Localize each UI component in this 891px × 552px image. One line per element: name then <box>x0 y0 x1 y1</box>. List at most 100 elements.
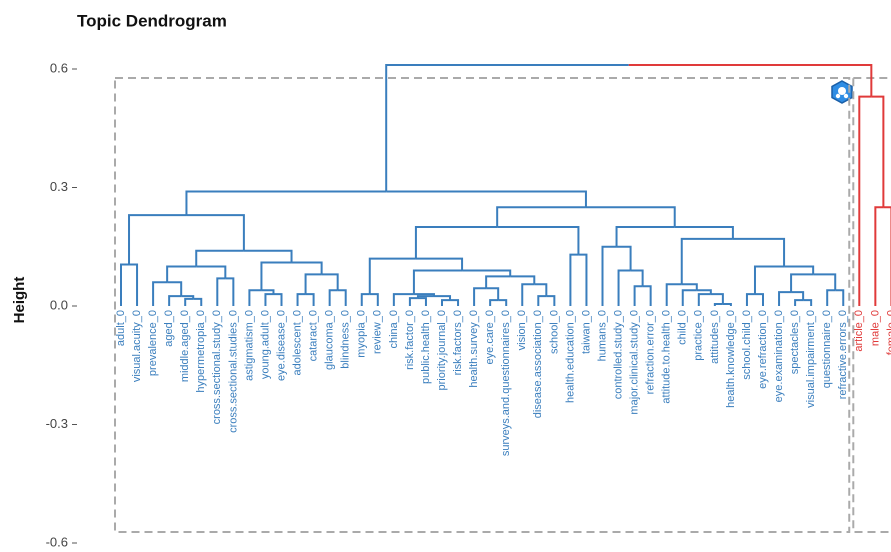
leaf-label: taiwan_0 <box>580 310 592 354</box>
branch <box>413 293 435 297</box>
leaf-label: attitude.to.health_0 <box>661 310 673 404</box>
leaf-label: health.survey_0 <box>468 310 480 388</box>
branch <box>681 289 697 306</box>
branch <box>754 293 764 306</box>
y-tick-label: -0.6 <box>46 534 68 549</box>
branch <box>642 285 652 306</box>
branch <box>185 190 387 216</box>
branch <box>628 64 873 97</box>
leaf-label: health.knowledge_0 <box>725 310 737 408</box>
branch <box>858 95 872 306</box>
leaf-label: visual.impairment_0 <box>805 310 817 408</box>
leaf-label: risk.factors_0 <box>452 310 464 375</box>
leaf-label: eye.disease_0 <box>275 310 287 381</box>
branch <box>496 206 586 227</box>
leaf-label: cross.sectional.study_0 <box>211 310 223 424</box>
branch <box>412 269 463 295</box>
branch <box>874 206 884 306</box>
branch <box>630 269 644 287</box>
branch <box>510 275 536 285</box>
y-tick-label: -0.3 <box>46 416 68 431</box>
branch <box>813 273 837 291</box>
branch <box>433 295 452 301</box>
branch <box>585 206 676 227</box>
leaf-label: middle.aged_0 <box>179 310 191 382</box>
branch <box>497 226 580 255</box>
cluster-box <box>852 77 891 533</box>
leaf-label: questionnaire_0 <box>821 310 833 388</box>
branch <box>791 291 805 301</box>
leaf-label: surveys.and.questionnaires_0 <box>500 310 512 456</box>
branch <box>168 295 182 306</box>
leaf-label: practice_0 <box>693 310 705 361</box>
leaf-label: risk.factor_0 <box>404 310 416 370</box>
branch <box>337 289 347 306</box>
branch <box>790 273 814 293</box>
leaf-label: humans_0 <box>596 310 608 361</box>
branch <box>392 293 414 306</box>
branch <box>601 245 617 306</box>
leaf-label: health.education_0 <box>564 310 576 403</box>
branch <box>193 297 203 306</box>
branch <box>521 283 535 306</box>
branch <box>128 214 187 265</box>
branch <box>261 289 275 295</box>
leaf-label: hypermetropia_0 <box>195 310 207 393</box>
branch <box>184 297 194 306</box>
leaf-label: school.child_0 <box>741 310 753 380</box>
branch <box>569 253 579 306</box>
branch <box>485 275 511 289</box>
leaf-label: male_0 <box>869 310 881 346</box>
branch <box>195 249 244 267</box>
leaf-label: eye.refraction_0 <box>757 310 769 389</box>
branch <box>243 249 293 263</box>
leaf-label: china_0 <box>388 310 400 349</box>
branch <box>196 265 227 279</box>
branch <box>152 281 168 306</box>
branch <box>534 283 548 297</box>
branch <box>450 299 460 306</box>
branch <box>368 257 416 295</box>
leaf-label: review_0 <box>372 310 384 354</box>
branch <box>321 273 339 291</box>
branch <box>129 263 139 306</box>
branch <box>616 245 632 271</box>
leaf-label: refraction.error_0 <box>645 310 657 394</box>
leaf-label: cross.sectional.studies_0 <box>227 310 239 433</box>
leaf-label: prevalence_0 <box>147 310 159 376</box>
branch <box>537 295 547 306</box>
branch <box>417 297 427 306</box>
leaf-label: attitudes_0 <box>709 310 721 364</box>
branch <box>181 295 195 299</box>
leaf-label: young.adult_0 <box>259 310 271 379</box>
branch <box>871 95 885 208</box>
branch <box>167 281 183 297</box>
branch <box>486 287 500 301</box>
leaf-label: disease.association_0 <box>532 310 544 418</box>
leaf-label: visual.acuity_0 <box>131 310 143 382</box>
leaf-label: blindness_0 <box>340 310 352 369</box>
leaf-label: astigmatism_0 <box>243 310 255 381</box>
branch <box>681 283 698 291</box>
branch <box>784 265 815 275</box>
y-tick-label: 0.3 <box>50 179 68 194</box>
leaf-label: priority.journal_0 <box>436 310 448 391</box>
branch <box>617 269 631 306</box>
branch <box>264 293 274 306</box>
branch <box>665 283 682 306</box>
branch <box>360 293 370 306</box>
branch <box>713 303 723 306</box>
y-tick-label: 0.6 <box>50 60 68 75</box>
branch <box>415 257 464 271</box>
leaf-label: controlled.study_0 <box>612 310 624 399</box>
leaf-label: article_0 <box>853 310 865 352</box>
cluster-box <box>114 77 851 533</box>
branch <box>248 289 262 306</box>
branch <box>216 277 226 306</box>
branch <box>260 261 292 291</box>
branch <box>296 293 306 306</box>
leaf-label: glaucoma_0 <box>324 310 336 370</box>
leaf-label: spectacles_0 <box>789 310 801 374</box>
branch <box>835 289 845 306</box>
branch <box>498 299 508 306</box>
